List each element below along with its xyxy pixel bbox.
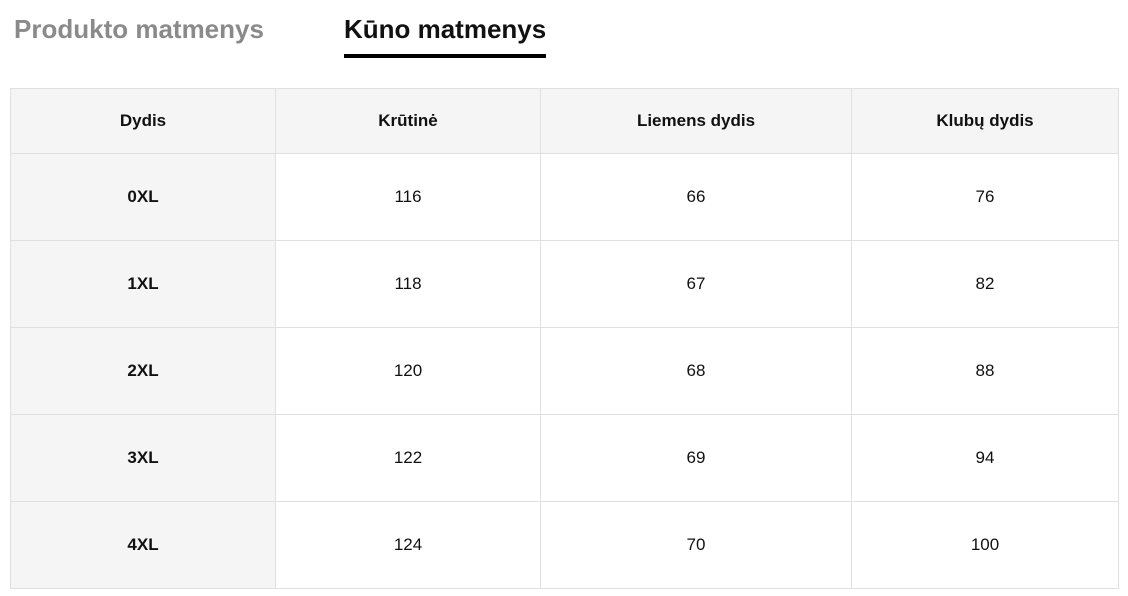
column-header-liemens-dydis: Liemens dydis	[540, 88, 852, 154]
column-header-dydis: Dydis	[10, 88, 276, 154]
value-cell: 124	[275, 501, 541, 589]
tab-produkto-matmenys[interactable]: Produkto matmenys	[14, 14, 264, 44]
value-cell: 116	[275, 153, 541, 241]
value-cell: 76	[851, 153, 1119, 241]
value-cell: 122	[275, 414, 541, 502]
value-cell: 67	[540, 240, 852, 328]
size-cell: 1XL	[10, 240, 276, 328]
table-row: 2XL 120 68 88	[10, 327, 1119, 415]
table-header-row: Dydis Krūtinė Liemens dydis Klubų dydis	[10, 88, 1119, 154]
table-row: 3XL 122 69 94	[10, 414, 1119, 502]
value-cell: 94	[851, 414, 1119, 502]
value-cell: 68	[540, 327, 852, 415]
value-cell: 88	[851, 327, 1119, 415]
column-header-klubu-dydis: Klubų dydis	[851, 88, 1119, 154]
body-measurements-table: Dydis Krūtinė Liemens dydis Klubų dydis …	[10, 88, 1119, 589]
size-chart-tabs: Produkto matmenys Kūno matmenys	[14, 14, 547, 58]
value-cell: 66	[540, 153, 852, 241]
size-cell: 4XL	[10, 501, 276, 589]
size-cell: 3XL	[10, 414, 276, 502]
value-cell: 120	[275, 327, 541, 415]
value-cell: 100	[851, 501, 1119, 589]
size-cell: 0XL	[10, 153, 276, 241]
value-cell: 70	[540, 501, 852, 589]
column-header-krutine: Krūtinė	[275, 88, 541, 154]
value-cell: 82	[851, 240, 1119, 328]
table-row: 4XL 124 70 100	[10, 501, 1119, 589]
value-cell: 69	[540, 414, 852, 502]
table-row: 0XL 116 66 76	[10, 153, 1119, 241]
size-cell: 2XL	[10, 327, 276, 415]
tab-kuno-matmenys[interactable]: Kūno matmenys	[343, 14, 547, 58]
value-cell: 118	[275, 240, 541, 328]
table-row: 1XL 118 67 82	[10, 240, 1119, 328]
